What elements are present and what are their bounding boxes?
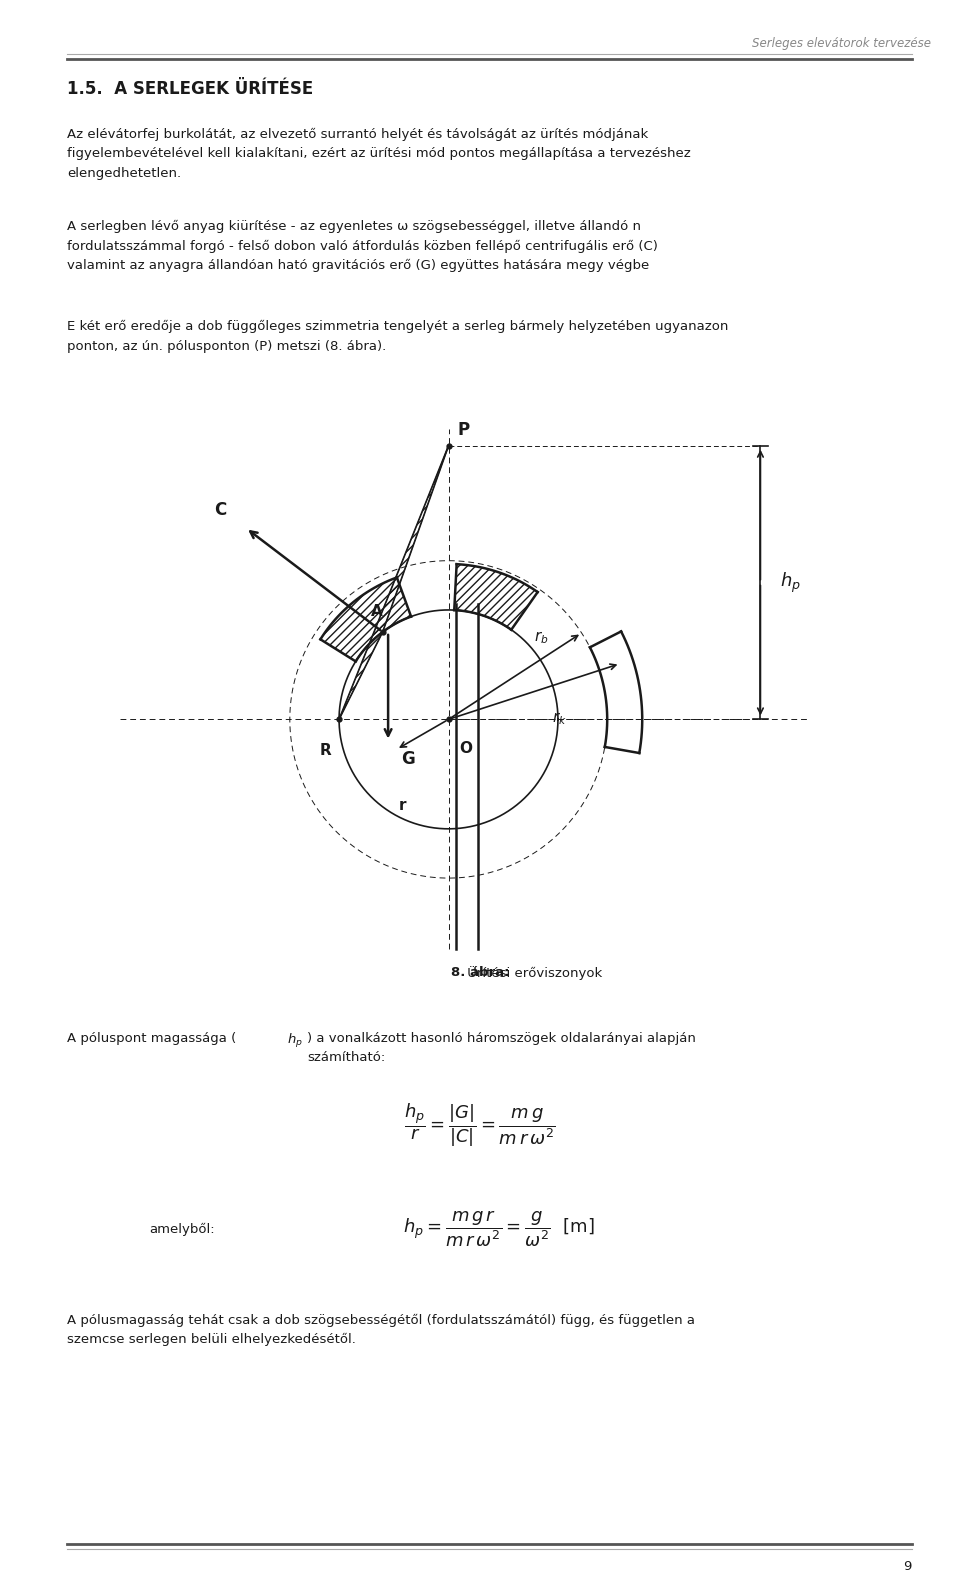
Text: Serleges elevátorok tervezése: Serleges elevátorok tervezése (753, 37, 931, 49)
Text: $r_b$: $r_b$ (534, 629, 548, 646)
Text: ) a vonalkázott hasonló háromszögek oldalarányai alapján
számítható:: ) a vonalkázott hasonló háromszögek olda… (307, 1032, 696, 1063)
Text: R: R (320, 743, 332, 758)
Text: P: P (457, 422, 469, 439)
Text: Az elévátorfej burkolátát, az elvezető surrantó helyét és távolságát az ürítés m: Az elévátorfej burkolátát, az elvezető s… (67, 127, 691, 180)
Text: A pólusmagasság tehát csak a dob szögsebességétől (fordulatsszámától) függ, és f: A pólusmagasság tehát csak a dob szögseb… (67, 1313, 695, 1347)
Text: O: O (460, 742, 472, 756)
Text: $h_p = \dfrac{m\,g\,r}{m\,r\,\omega^2} = \dfrac{g}{\omega^2}\ \ \mathrm{[m]}$: $h_p = \dfrac{m\,g\,r}{m\,r\,\omega^2} =… (403, 1208, 595, 1250)
Text: Ürítési erőviszonyok: Ürítési erőviszonyok (463, 966, 603, 981)
Text: $\dfrac{h_p}{r} = \dfrac{|G|}{|C|} = \dfrac{m\,g}{m\,r\,\omega^2}$: $\dfrac{h_p}{r} = \dfrac{|G|}{|C|} = \df… (404, 1102, 556, 1149)
Text: C: C (214, 501, 227, 519)
Text: $h_p$: $h_p$ (780, 570, 801, 595)
Text: 8. ábra:: 8. ábra: (451, 966, 509, 979)
Text: $r_k$: $r_k$ (552, 710, 566, 726)
Text: r: r (398, 798, 406, 814)
Text: A póluspont magassága (: A póluspont magassága ( (67, 1032, 236, 1044)
Text: 1.5.  A SERLEGEK ÜRÍTÉSE: 1.5. A SERLEGEK ÜRÍTÉSE (67, 80, 314, 97)
Text: E két erő eredője a dob függőleges szimmetria tengelyét a serleg bármely helyzet: E két erő eredője a dob függőleges szimm… (67, 320, 729, 353)
Text: A: A (372, 603, 383, 619)
Text: A serlegben lévő anyag kiürítése - az egyenletes ω szögsebességgel, illetve álla: A serlegben lévő anyag kiürítése - az eg… (67, 220, 658, 272)
Text: G: G (401, 750, 415, 769)
Text: 9: 9 (903, 1560, 912, 1573)
Text: $h_p$: $h_p$ (287, 1032, 303, 1049)
Text: amelyből:: amelyből: (149, 1223, 214, 1235)
